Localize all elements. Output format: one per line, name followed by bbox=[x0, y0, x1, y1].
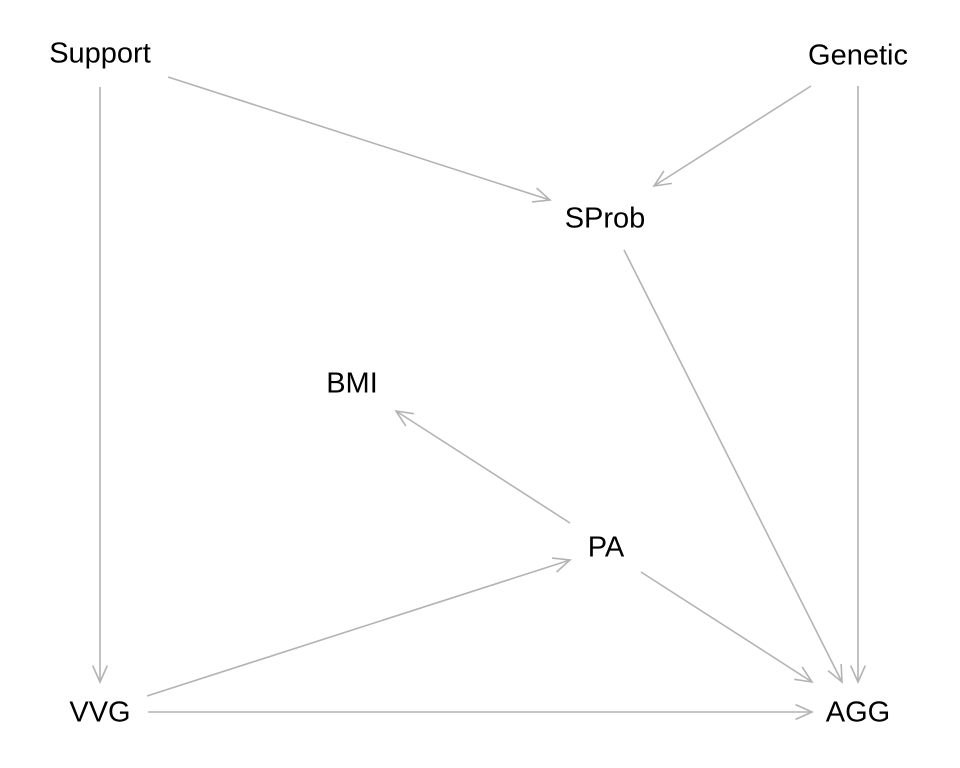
edge-line bbox=[167, 76, 551, 201]
edge-genetic-to-sprob bbox=[652, 85, 812, 188]
node-sprob: SProb bbox=[565, 203, 646, 235]
node-support: Support bbox=[49, 38, 151, 70]
node-genetic: Genetic bbox=[808, 40, 908, 72]
labels-layer: Support Genetic SProb BMI PA VVG AGG bbox=[49, 38, 908, 729]
arrowhead bbox=[795, 703, 814, 721]
node-pa: PA bbox=[588, 532, 625, 564]
edge-support-to-vvg bbox=[91, 87, 109, 684]
edge-line bbox=[653, 85, 812, 187]
edge-vvg-to-agg bbox=[148, 703, 814, 721]
arrowhead bbox=[552, 557, 572, 573]
node-bmi: BMI bbox=[326, 368, 378, 400]
arrowhead bbox=[394, 409, 414, 427]
arrowhead bbox=[532, 187, 552, 203]
edges-layer bbox=[91, 76, 867, 721]
edge-genetic-to-agg bbox=[849, 86, 867, 684]
arrowhead bbox=[794, 666, 814, 684]
arrowhead bbox=[849, 665, 867, 684]
arrowhead bbox=[91, 665, 109, 684]
edge-line bbox=[640, 571, 813, 683]
edge-pa-to-bmi bbox=[394, 409, 571, 524]
edge-vvg-to-pa bbox=[146, 557, 572, 697]
node-agg: AGG bbox=[826, 697, 890, 729]
edge-line bbox=[146, 559, 571, 697]
edge-line bbox=[623, 249, 843, 683]
arrowhead bbox=[827, 663, 843, 684]
edge-line bbox=[395, 410, 571, 524]
arrowhead bbox=[652, 170, 672, 188]
node-vvg: VVG bbox=[69, 697, 130, 729]
edge-sprob-to-agg bbox=[623, 249, 843, 684]
edge-support-to-sprob bbox=[167, 76, 552, 203]
edge-pa-to-agg bbox=[640, 571, 814, 684]
